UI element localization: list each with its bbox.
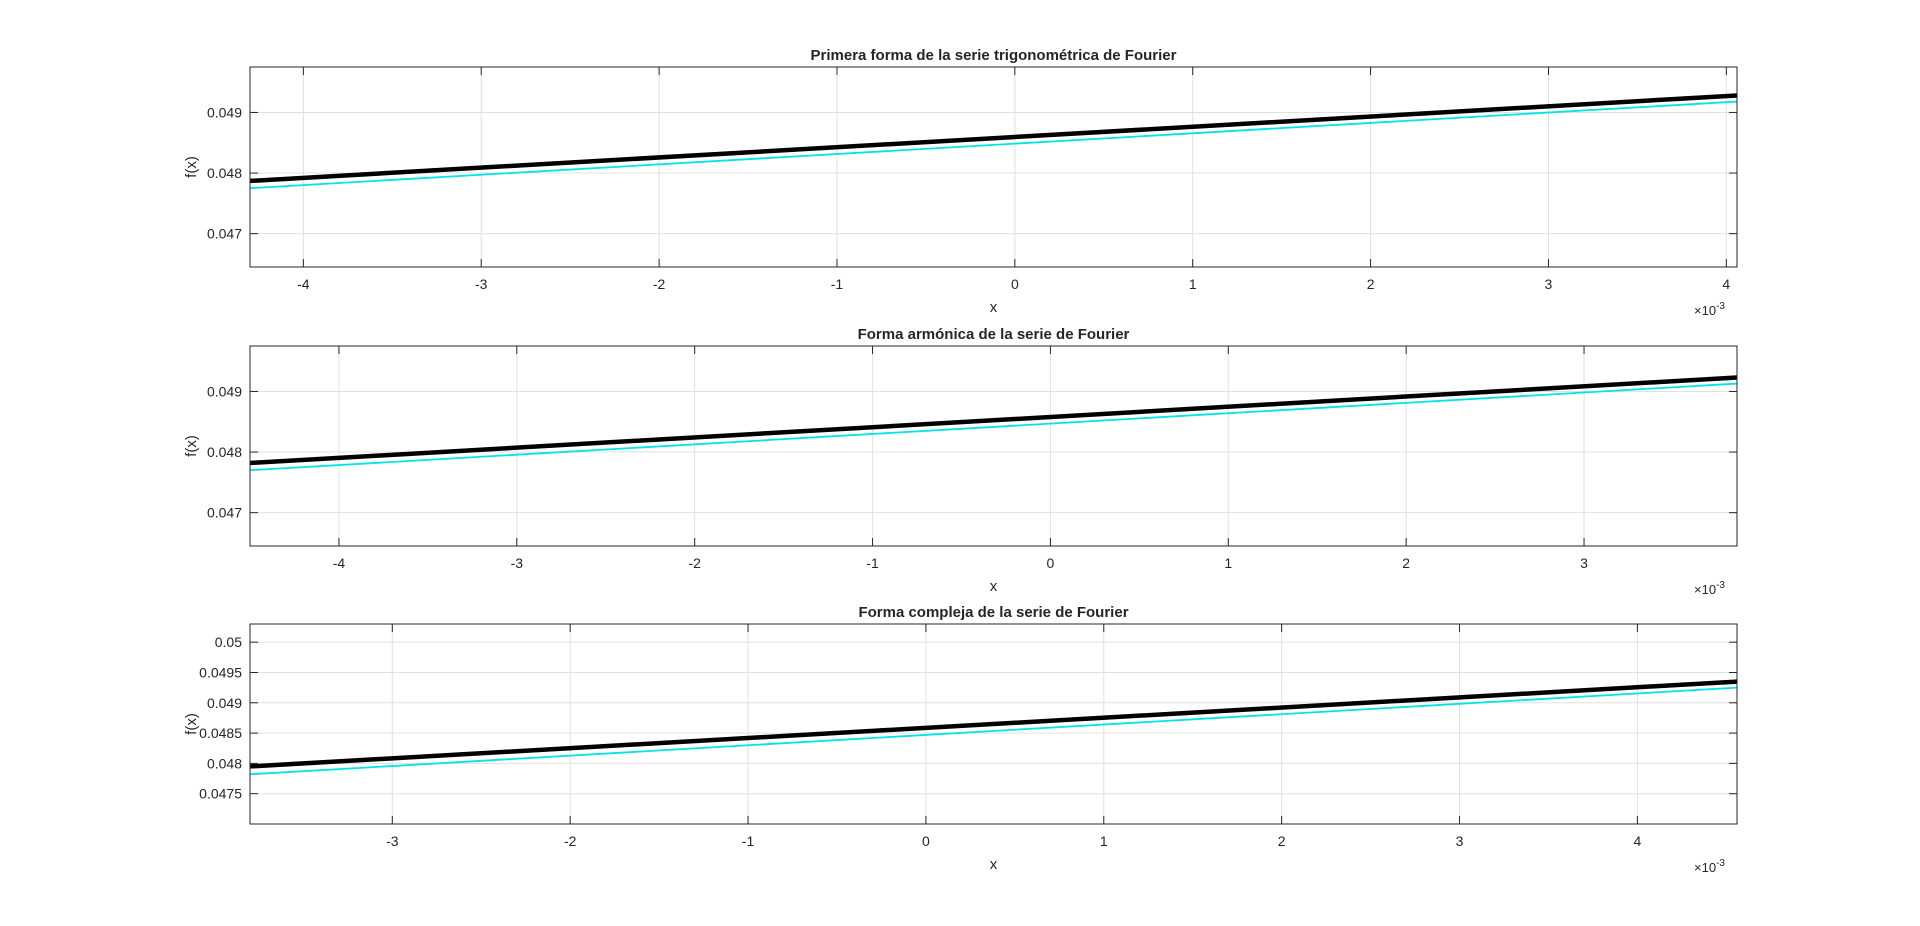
x-tick-label: 1: [1189, 276, 1197, 292]
x-tick-label: -4: [333, 555, 346, 571]
x-axis-label: x: [990, 578, 998, 595]
x-exponent-power: -3: [1716, 301, 1725, 312]
series-line-approximation: [250, 382, 1737, 472]
x-tick-label: 3: [1456, 833, 1464, 849]
series-line-exact: [250, 93, 1737, 184]
x-tick-label: 0: [922, 833, 930, 849]
x-tick-label: -2: [564, 833, 577, 849]
series-line-exact: [250, 375, 1737, 466]
y-tick-label: 0.049: [207, 383, 242, 399]
subplot-title: Forma armónica de la serie de Fourier: [858, 326, 1130, 343]
subplot-trigonometric-form: Primera forma de la serie trigonométrica…: [183, 47, 1738, 318]
x-tick-label: 1: [1100, 833, 1108, 849]
y-tick-label: 0.0495: [199, 664, 242, 680]
ticks: -4 -3 -2 -1 0 1 2 3 0.047 0.048 0.049: [207, 346, 1737, 571]
x-tick-label: -1: [742, 833, 755, 849]
series-group: [250, 375, 1737, 472]
y-tick-label: 0.05: [215, 634, 242, 650]
x-tick-label: 3: [1545, 276, 1553, 292]
x-tick-label: 0: [1047, 555, 1055, 571]
subplot-harmonic-form: Forma armónica de la serie de Fourier x …: [183, 326, 1738, 597]
y-tick-label: 0.049: [207, 104, 242, 120]
x-tick-label: -3: [511, 555, 524, 571]
y-axis-label: f(x): [183, 156, 200, 178]
x-tick-label: 1: [1224, 555, 1232, 571]
subplot-title: Forma compleja de la serie de Fourier: [858, 604, 1128, 621]
x-tick-label: 0: [1011, 276, 1019, 292]
x-tick-label: 3: [1580, 555, 1588, 571]
axes-box: [249, 623, 1738, 825]
grid: [250, 624, 1737, 824]
x-tick-label: -1: [831, 276, 844, 292]
x-tick-label: -3: [475, 276, 488, 292]
y-tick-label: 0.047: [207, 226, 242, 242]
y-tick-label: 0.049: [207, 695, 242, 711]
x-tick-label: -2: [688, 555, 701, 571]
series-group: [250, 93, 1737, 190]
x-exponent-label: ×10-3: [1694, 580, 1725, 597]
subplot-complex-form: Forma compleja de la serie de Fourier x …: [183, 604, 1738, 875]
y-tick-label: 0.048: [207, 165, 242, 181]
y-tick-label: 0.0475: [199, 786, 242, 802]
x-exponent-base: ×10: [1694, 860, 1716, 875]
x-exponent-base: ×10: [1694, 582, 1716, 597]
ticks: -4 -3 -2 -1 0 1 2 3 4 0.047 0.048 0.049: [207, 67, 1737, 292]
subplot-title: Primera forma de la serie trigonométrica…: [811, 47, 1177, 64]
y-tick-label: 0.048: [207, 444, 242, 460]
series-line-exact: [250, 679, 1737, 769]
series-group: [250, 679, 1737, 776]
plot-area: [250, 346, 1737, 546]
axes-box: [249, 345, 1738, 547]
y-axis-label: f(x): [183, 713, 200, 735]
y-tick-label: 0.0485: [199, 725, 242, 741]
y-axis-label: f(x): [183, 435, 200, 457]
x-tick-label: 2: [1367, 276, 1375, 292]
series-line-approximation: [250, 100, 1737, 190]
axes-box: [249, 66, 1738, 268]
x-exponent-base: ×10: [1694, 303, 1716, 318]
x-axis-label: x: [990, 299, 998, 316]
x-axis-label: x: [990, 856, 998, 873]
x-exponent-label: ×10-3: [1694, 301, 1725, 318]
x-tick-label: 2: [1402, 555, 1410, 571]
x-tick-label: -3: [386, 833, 399, 849]
x-tick-label: -1: [866, 555, 879, 571]
ticks: -3 -2 -1 0 1 2 3 4 0.0475 0.048 0.0485 0.049 0.0495 0…: [199, 624, 1737, 849]
x-tick-label: -2: [653, 276, 666, 292]
y-tick-label: 0.048: [207, 755, 242, 771]
x-exponent-power: -3: [1716, 858, 1725, 869]
x-exponent-power: -3: [1716, 580, 1725, 591]
x-tick-label: 2: [1278, 833, 1286, 849]
x-exponent-label: ×10-3: [1694, 858, 1725, 875]
y-tick-label: 0.047: [207, 505, 242, 521]
x-tick-label: 4: [1633, 833, 1641, 849]
x-tick-label: 4: [1722, 276, 1730, 292]
series-line-approximation: [250, 686, 1737, 776]
x-tick-label: -4: [297, 276, 310, 292]
